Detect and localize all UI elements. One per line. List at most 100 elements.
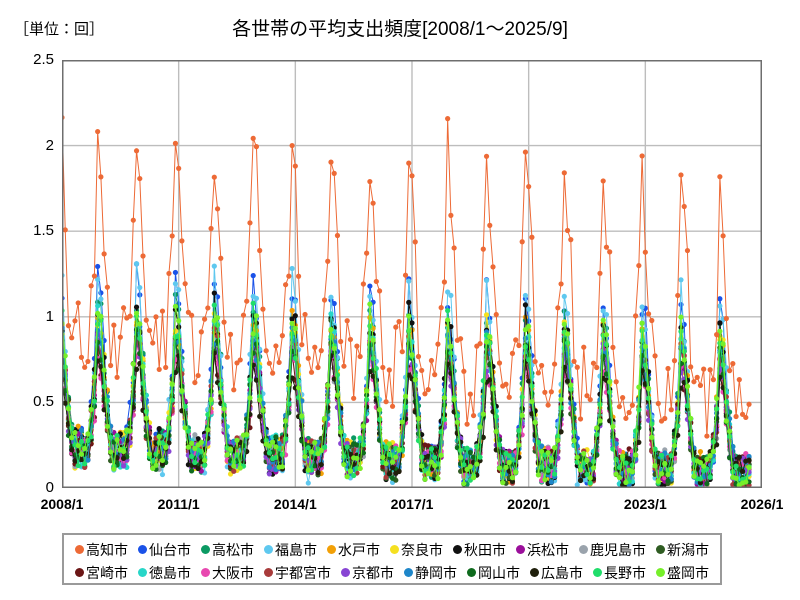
data-point [633,428,638,433]
legend-item-新潟市[interactable]: 新潟市 [656,543,709,557]
data-point [562,294,567,299]
data-point [225,452,230,457]
data-point [358,354,363,359]
data-point [273,444,278,449]
legend-item-福島市[interactable]: 福島市 [264,543,317,557]
data-point [215,315,220,320]
data-point [406,313,411,318]
data-point [69,435,74,440]
data-point [383,461,388,466]
data-point [458,336,463,341]
data-point [102,251,107,256]
data-point [166,425,171,430]
data-point [571,359,576,364]
data-point [89,407,94,412]
data-point [714,396,719,401]
legend-item-仙台市[interactable]: 仙台市 [138,543,191,557]
data-point [442,395,447,400]
data-point [649,421,654,426]
data-point [202,458,207,463]
data-point [591,465,596,470]
data-point [189,313,194,318]
legend-item-label: 広島市 [541,566,583,580]
legend-item-水戸市[interactable]: 水戸市 [327,543,380,557]
data-point [208,226,213,231]
data-point [260,408,265,413]
data-point [568,382,573,387]
legend-item-盛岡市[interactable]: 盛岡市 [656,566,709,580]
data-point [102,367,107,372]
data-point [153,314,158,319]
legend-marker-icon [264,568,273,577]
legend-item-岡山市[interactable]: 岡山市 [467,566,520,580]
data-point [72,430,77,435]
data-point [513,470,518,475]
data-point [523,302,528,307]
data-point [267,471,272,476]
data-point [361,424,366,429]
data-point [565,331,570,336]
data-point [260,307,265,312]
legend-item-宇都宮市[interactable]: 宇都宮市 [264,566,331,580]
data-point [552,471,557,476]
legend-item-高知市[interactable]: 高知市 [75,543,128,557]
legend-item-京都市[interactable]: 京都市 [341,566,394,580]
data-point [426,471,431,476]
legend-item-宮崎市[interactable]: 宮崎市 [75,566,128,580]
data-point [539,363,544,368]
data-point [150,340,155,345]
data-point [520,394,525,399]
data-point [400,419,405,424]
data-point [604,342,609,347]
data-point [286,274,291,279]
data-point [354,344,359,349]
data-point [82,446,87,451]
data-point [306,356,311,361]
data-point [98,296,103,301]
data-point [377,407,382,412]
legend-item-奈良市[interactable]: 奈良市 [390,543,443,557]
data-point [455,413,460,418]
data-point [315,470,320,475]
data-point [724,316,729,321]
data-point [520,239,525,244]
data-point [98,314,103,319]
data-point [604,312,609,317]
data-point [733,414,738,419]
legend-item-浜松市[interactable]: 浜松市 [516,543,569,557]
legend-item-鹿児島市[interactable]: 鹿児島市 [579,543,646,557]
legend-item-大阪市[interactable]: 大阪市 [201,566,254,580]
data-point [604,332,609,337]
data-point [721,341,726,346]
data-point [293,299,298,304]
data-point [364,251,369,256]
data-point [286,410,291,415]
data-point [354,456,359,461]
legend-marker-icon [201,545,210,554]
data-point [338,429,343,434]
data-point [604,245,609,250]
data-point [144,400,149,405]
data-point [371,337,376,342]
data-point [413,377,418,382]
legend-item-高松市[interactable]: 高松市 [201,543,254,557]
data-point [529,235,534,240]
data-point [578,416,583,421]
legend-item-長野市[interactable]: 長野市 [593,566,646,580]
data-point [614,457,619,462]
data-point [708,453,713,458]
data-point [144,416,149,421]
data-point [293,163,298,168]
legend-marker-icon [390,545,399,554]
data-point [319,348,324,353]
data-point [636,263,641,268]
legend: 高知市仙台市高松市福島市水戸市奈良市秋田市浜松市鹿児島市新潟市宮崎市徳島市大阪市… [62,533,722,585]
data-point [627,456,632,461]
legend-item-徳島市[interactable]: 徳島市 [138,566,191,580]
data-point [173,270,178,275]
legend-item-秋田市[interactable]: 秋田市 [453,543,506,557]
legend-item-静岡市[interactable]: 静岡市 [404,566,457,580]
data-point [179,238,184,243]
legend-item-広島市[interactable]: 広島市 [530,566,583,580]
data-point [714,406,719,411]
